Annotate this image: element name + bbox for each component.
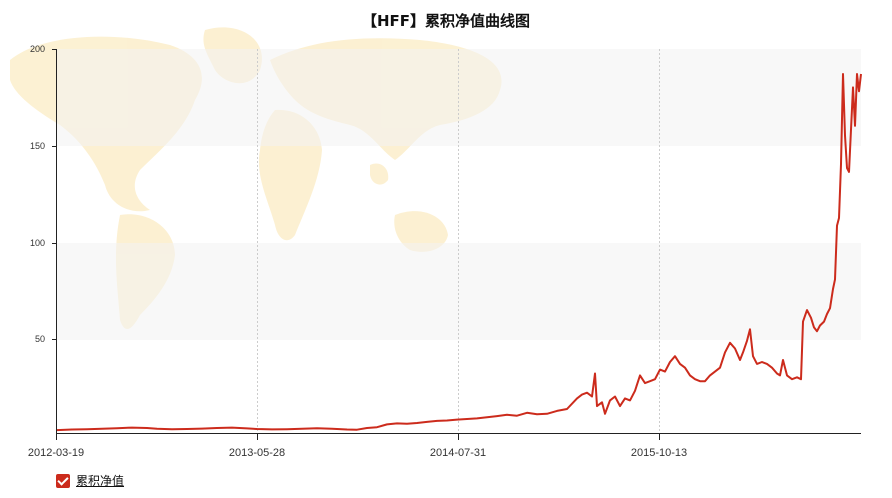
x-tick-label: 2014-07-31 (430, 447, 486, 459)
x-tick-label: 2012-03-19 (28, 447, 84, 459)
y-tick-label: 100 (30, 238, 45, 248)
x-tick-label: 2013-05-28 (229, 447, 285, 459)
y-ticks (52, 49, 56, 340)
y-tick-label: 200 (30, 44, 45, 54)
legend-item-nav[interactable]: 累积净值 (56, 472, 124, 489)
y-tick-label: 150 (30, 141, 45, 151)
y-tick-label: 50 (35, 334, 45, 344)
legend-checkbox-icon[interactable] (56, 473, 70, 488)
x-ticks (56, 434, 660, 440)
series-line-nav (56, 73, 862, 432)
chart-title: 【HFF】累积净值曲线图 (362, 12, 530, 30)
x-tick-label: 2015-10-13 (631, 447, 687, 459)
legend-label: 累积净值 (76, 474, 125, 488)
